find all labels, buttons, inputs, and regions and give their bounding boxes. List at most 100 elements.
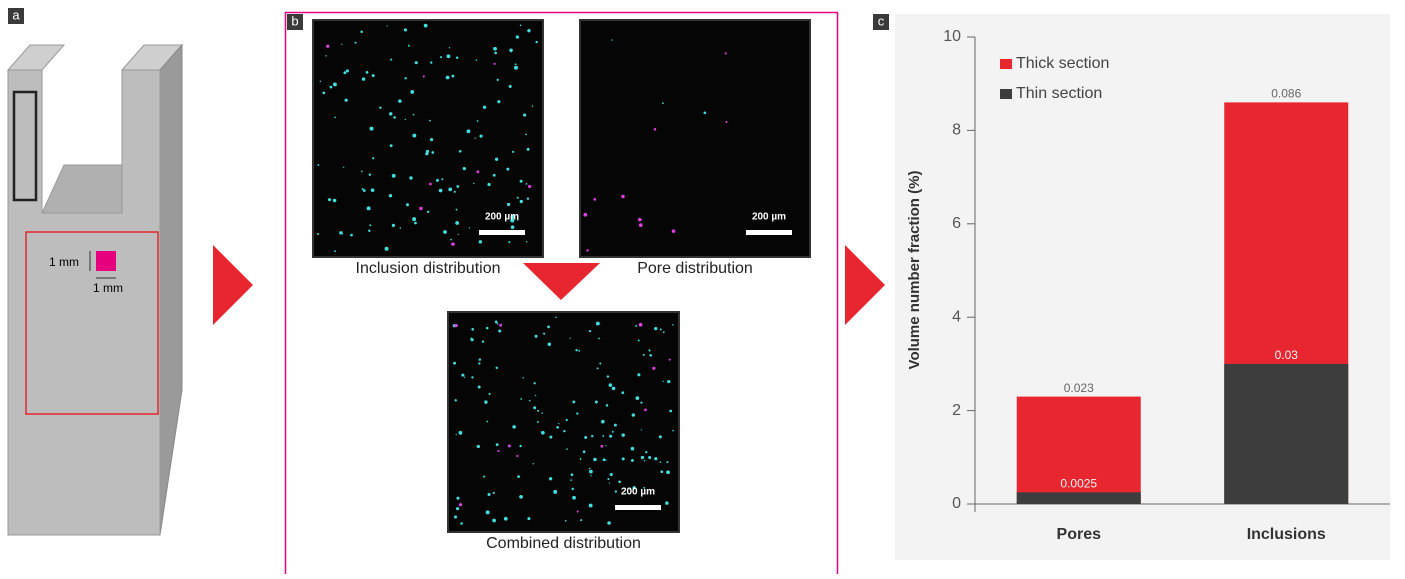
micrograph [312,19,544,258]
particle [640,429,642,431]
particle [488,392,491,396]
bar [1016,396,1141,504]
particle [470,337,472,339]
particle [487,182,491,187]
particle [666,461,669,464]
particle [506,167,510,171]
x-tick-label: Pores [1057,526,1102,543]
particle [653,127,657,131]
particle [637,217,642,222]
particle [453,515,458,519]
particle [332,198,337,203]
panel-tag [8,8,24,24]
particle [635,325,638,327]
particle [533,406,537,410]
block-front [7,69,161,536]
particle [431,151,435,154]
particle [579,458,582,460]
particle [556,426,559,429]
particle [652,366,656,370]
particle [435,178,439,182]
particle [448,47,451,49]
particle [425,152,429,156]
particle [642,353,645,356]
particle [589,469,593,474]
particle [541,430,545,435]
particle [498,329,502,333]
legend-label: Thin section [1016,85,1102,102]
particle [343,71,347,75]
particle [456,496,460,500]
particle [527,517,531,521]
thick-section-box [25,231,159,415]
y-tick-label: 4 [952,308,961,325]
particle [412,217,417,222]
particle [527,29,531,33]
particle [522,377,524,379]
particle [483,475,486,478]
particle [317,233,320,236]
particle [630,446,635,451]
particle [533,382,536,385]
particle [523,113,527,117]
particle [549,435,553,439]
particle [495,366,499,370]
particle [640,455,645,460]
particle [635,396,640,401]
particle [494,51,497,55]
particle [391,223,396,227]
particle [602,435,605,437]
particle [334,250,337,253]
arrow [213,245,253,325]
notch-floor [41,164,123,214]
particle [454,323,458,328]
particle [389,112,393,116]
particle [644,408,647,412]
particle [605,404,609,407]
particle [361,188,364,191]
particle [370,188,375,193]
particle [588,503,593,508]
particle [457,233,459,235]
particle [329,85,333,89]
particle [484,400,488,404]
particle [621,391,625,395]
particle [470,338,474,342]
particle [458,503,463,507]
particle [486,420,489,423]
y-tick-label: 8 [952,122,961,139]
particle [509,50,513,53]
particle [317,164,320,166]
legend-swatch [1000,59,1012,69]
particle [607,521,611,525]
particle [662,380,664,383]
particle [466,129,471,134]
x-tick-label: Inclusions [1247,526,1326,543]
particle [605,459,607,461]
particle [572,495,576,500]
particle [649,354,652,357]
particle [455,507,460,511]
particle [506,202,511,207]
particle [515,35,519,39]
particle [563,429,566,433]
particle [535,40,538,44]
particle [638,223,643,227]
particle [525,133,527,136]
dim-label: 1 mm [93,281,123,295]
particle [430,61,433,64]
particle [455,221,460,225]
particle [660,470,664,474]
particle [354,41,357,44]
scale-label: 200 µm [485,212,519,223]
particle [572,400,576,404]
particle [458,430,463,435]
particle [453,190,456,193]
particle [595,321,600,326]
particle [508,84,512,88]
panel-label: a [12,7,20,22]
particle [487,492,491,497]
particle [391,173,396,178]
particle [548,477,553,481]
particle [405,203,410,207]
